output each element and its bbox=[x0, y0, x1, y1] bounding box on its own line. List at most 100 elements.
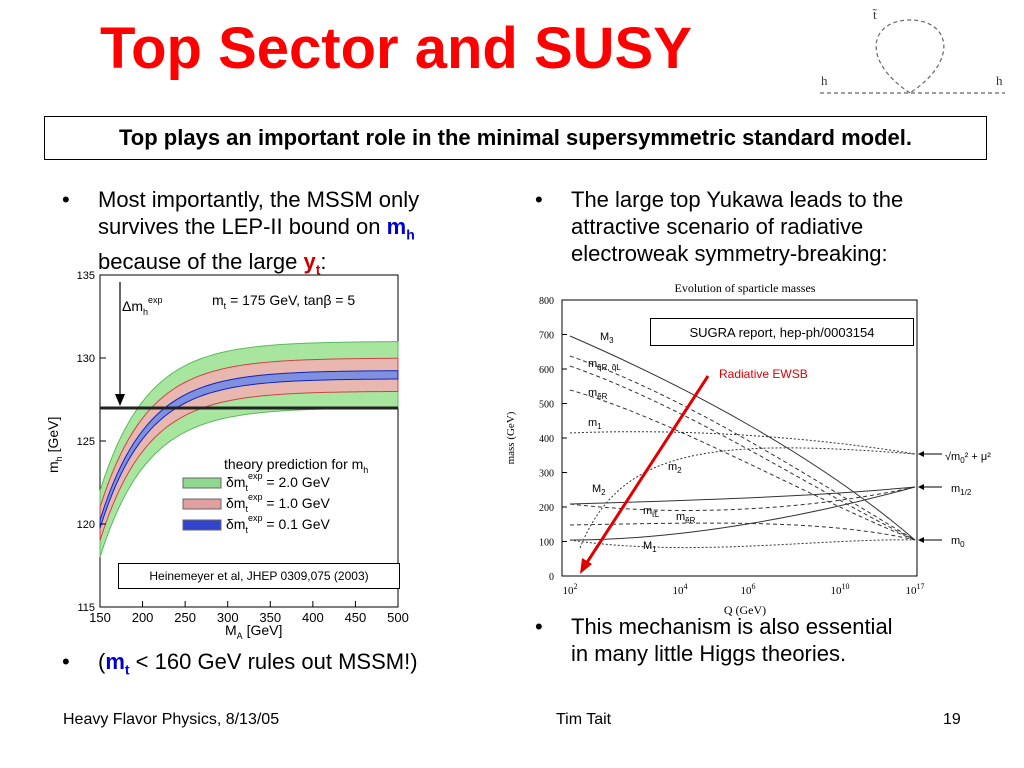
curve-meR2 bbox=[569, 522, 916, 541]
right-bullet-1-line2: attractive scenario of radiative bbox=[571, 214, 864, 239]
y-tick-label: 115 bbox=[77, 602, 95, 614]
left-bullet-1-line2: survives the LEP-II bound on mh bbox=[98, 213, 419, 248]
text-run: : bbox=[320, 249, 327, 275]
label-sqrt: √m0² + μ² bbox=[945, 451, 991, 465]
x-tick-label: 300 bbox=[217, 610, 239, 625]
footer-page-number: 19 bbox=[943, 711, 961, 728]
arrow-head bbox=[115, 394, 125, 406]
sparticle-evolution-chart: Evolution of sparticle masses 0 100 200 300… bbox=[505, 281, 991, 617]
y-tick-label: 135 bbox=[77, 270, 95, 282]
x-axis-label: MA [GeV] bbox=[225, 622, 282, 640]
symbol-sub: t bbox=[315, 261, 321, 278]
radiative-ewsb-arrow bbox=[584, 375, 710, 565]
yt-symbol: yt bbox=[303, 249, 320, 277]
params-label: mt = 175 GeV, tanβ = 5 bbox=[212, 292, 355, 311]
higgs-mass-chart: 150 200 250 300 350 400 450 500115120125130135 … bbox=[45, 270, 409, 640]
x-tick-label: 250 bbox=[174, 610, 196, 625]
delta-label: Δmhexp bbox=[122, 295, 163, 317]
radiative-ewsb-label: Radiative EWSB bbox=[719, 367, 808, 381]
text-run: because of the large bbox=[98, 249, 304, 275]
curve-M1 bbox=[569, 486, 916, 541]
label-M2: M2 bbox=[592, 483, 606, 497]
text-run: < 160 GeV rules out MSSM!) bbox=[129, 649, 418, 674]
right-bullet-2: • This mechanism is also essential in ma… bbox=[535, 613, 1005, 673]
footer-author: Tim Tait bbox=[556, 711, 612, 728]
curve-mlL bbox=[569, 486, 916, 511]
x-tick-label: 450 bbox=[345, 610, 367, 625]
x-tick-label: 150 bbox=[89, 610, 111, 625]
bullet-marker: • bbox=[535, 614, 543, 639]
right-x-tick-label: 1010 bbox=[831, 582, 850, 597]
y-tick-label: 130 bbox=[77, 353, 95, 365]
right-bullet-2-line1: This mechanism is also essential bbox=[571, 614, 893, 639]
symbol-m: m bbox=[386, 214, 407, 239]
x-tick-label: 350 bbox=[259, 610, 281, 625]
text-run: survives the LEP-II bound on bbox=[98, 214, 387, 239]
right-y-tick-label: 200 bbox=[539, 503, 554, 514]
label-M3: M3 bbox=[600, 331, 614, 345]
right-bullet-1-line3: electroweak symmetry-breaking: bbox=[571, 241, 888, 266]
left-bullet-1-line3: because of the large yt: bbox=[98, 248, 419, 283]
right-y-tick-label: 100 bbox=[539, 538, 554, 549]
right-x-tick-label: 102 bbox=[563, 582, 578, 597]
right-x-tick-label: 106 bbox=[741, 582, 756, 597]
right-y-tick-label: 400 bbox=[539, 434, 554, 445]
left-citation-text: Heinemeyer et al, JHEP 0309,075 (2003) bbox=[149, 569, 369, 583]
band-01gev bbox=[99, 370, 399, 529]
left-bullet-1-line1: Most importantly, the MSSM only bbox=[98, 187, 420, 212]
label-m2: m2 bbox=[668, 461, 682, 475]
label-m1: m1 bbox=[588, 417, 602, 431]
symbol-m: m bbox=[105, 649, 125, 674]
symbol-y: y bbox=[303, 249, 316, 275]
legend-swatch bbox=[182, 498, 222, 510]
y-tick-label: 120 bbox=[77, 519, 95, 531]
symbol-sub: h bbox=[406, 226, 415, 243]
feynman-diagram: t̃ h h bbox=[820, 7, 1005, 94]
x-tick-label: 400 bbox=[302, 610, 324, 625]
right-chart-title: Evolution of sparticle masses bbox=[675, 281, 816, 295]
curve-m2 bbox=[579, 447, 916, 549]
x-tick-label: 200 bbox=[132, 610, 154, 625]
y-tick-label: 125 bbox=[77, 436, 95, 448]
y-axis-label: mh [GeV] bbox=[45, 417, 64, 473]
right-bullet-1-line1: The large top Yukawa leads to the bbox=[571, 187, 904, 212]
right-x-tick-label: 104 bbox=[673, 582, 688, 597]
mh-symbol: mh bbox=[386, 214, 415, 243]
legend-swatch bbox=[182, 477, 222, 489]
right-y-tick-label: 0 bbox=[549, 572, 554, 583]
legend-label: δmtexp = 2.0 GeV bbox=[226, 471, 330, 493]
bullet-marker: • bbox=[535, 187, 543, 212]
mt-symbol: mt bbox=[105, 649, 130, 678]
left-bullet-2: • (mt < 160 GeV rules out MSSM!) bbox=[62, 648, 502, 678]
curve-m1 bbox=[569, 431, 916, 455]
curve-M2 bbox=[569, 486, 916, 505]
legend-label: δmtexp = 1.0 GeV bbox=[226, 492, 330, 514]
bullet-marker: • bbox=[62, 187, 70, 212]
bullet-marker: • bbox=[62, 649, 70, 674]
right-x-tick-label: 1017 bbox=[906, 582, 925, 597]
legend-swatch bbox=[182, 519, 222, 531]
label-meR2: mẽR bbox=[676, 511, 696, 525]
right-bullet-2-line2: in many little Higgs theories. bbox=[571, 641, 847, 666]
left-bullet-1: • Most importantly, the MSSM only surviv… bbox=[62, 186, 502, 278]
x-tick-label: 500 bbox=[387, 610, 409, 625]
subtitle-text: Top plays an important role in the minim… bbox=[119, 125, 912, 150]
evolution-curves bbox=[569, 335, 916, 549]
footer-left: Heavy Flavor Physics, 8/13/05 bbox=[63, 711, 280, 728]
label-M1: M1 bbox=[643, 540, 657, 554]
label-m0: m0 bbox=[951, 535, 965, 549]
right-y-tick-label: 300 bbox=[539, 469, 554, 480]
page-title: Top Sector and SUSY bbox=[100, 16, 692, 81]
right-y-tick-label: 800 bbox=[539, 296, 554, 307]
label-meR: mẽR bbox=[588, 387, 608, 401]
diagram-left-label: h bbox=[821, 73, 828, 88]
right-y-tick-label: 600 bbox=[539, 365, 554, 376]
label-squarks: mq̃R, q̃L bbox=[588, 358, 621, 372]
curve-M3 bbox=[569, 335, 916, 541]
subtitle-box: Top plays an important role in the minim… bbox=[44, 116, 987, 160]
label-mlL: mℓ̃L bbox=[643, 505, 660, 519]
red-arrow-head bbox=[580, 558, 592, 574]
symbol-sub: t bbox=[124, 661, 130, 678]
right-y-axis-label: mass (GeV) bbox=[505, 411, 517, 464]
text-run: ( bbox=[98, 649, 106, 674]
